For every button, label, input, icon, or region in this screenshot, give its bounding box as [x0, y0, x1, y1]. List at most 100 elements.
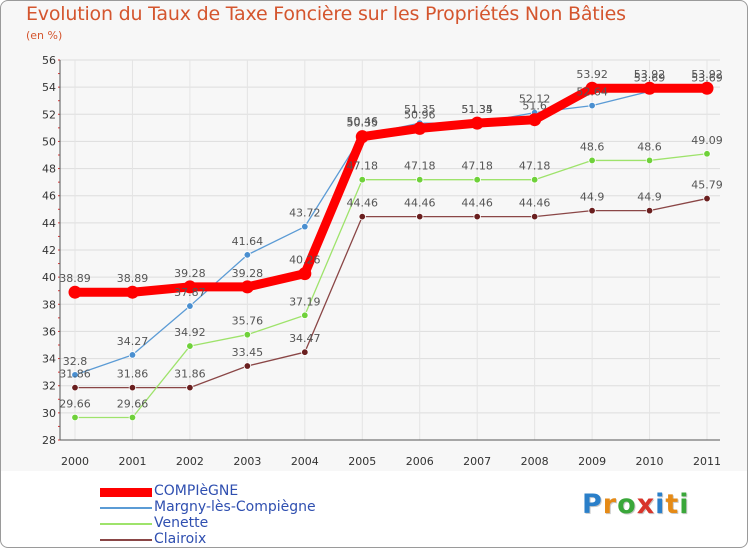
series-point-3 — [703, 194, 711, 203]
series-point-1 — [71, 371, 79, 379]
y-tick-label: 36 — [42, 325, 56, 338]
y-tick-label: 50 — [42, 135, 56, 148]
data-label-0: 53.92 — [634, 68, 666, 81]
y-tick-label: 48 — [42, 163, 56, 176]
y-tick-label: 28 — [42, 434, 56, 447]
series-point-0 — [240, 280, 254, 294]
legend-swatch — [100, 539, 152, 541]
x-tick-label: 2004 — [291, 455, 319, 468]
legend-label: COMPIèGNE — [154, 483, 239, 499]
series-point-3 — [416, 212, 424, 221]
series-layer — [68, 81, 714, 422]
data-label-3: 44.46 — [404, 197, 436, 210]
data-label-1: 50.46 — [347, 115, 379, 128]
y-tick-label: 56 — [42, 54, 56, 67]
series-point-3 — [473, 212, 481, 221]
series-point-0 — [700, 81, 714, 95]
data-label-1: 52.64 — [576, 86, 608, 99]
legend-swatch — [100, 523, 152, 525]
x-tick-label: 2001 — [118, 455, 146, 468]
data-label-0: 39.28 — [232, 267, 264, 280]
data-label-0: 51.6 — [522, 100, 547, 113]
x-tick-label: 2005 — [348, 455, 376, 468]
data-label-0: 51.35 — [461, 103, 493, 116]
series-point-2 — [128, 413, 137, 422]
series-point-1 — [301, 222, 309, 231]
x-tick-label: 2008 — [521, 455, 549, 468]
y-tick-label: 40 — [42, 271, 56, 284]
series-point-2 — [71, 413, 79, 422]
logo-letter: P — [582, 489, 603, 520]
data-label-1: 51.34 — [461, 103, 493, 116]
series-point-0 — [183, 280, 197, 294]
axis-layer: 28 30 32 34 36 38 40 42 44 46 48 50 52 54 56 2000 2001 20… — [42, 54, 721, 468]
proxiti-logo: Proxiti — [582, 489, 690, 520]
data-label-2: 35.76 — [232, 315, 264, 328]
legend-swatch — [100, 487, 152, 497]
series-point-2 — [530, 175, 539, 184]
logo-letter: i — [655, 489, 666, 520]
data-label-3: 44.46 — [519, 197, 551, 210]
series-point-0 — [470, 116, 484, 130]
data-label-1: 37.87 — [174, 286, 206, 299]
series-point-0 — [125, 285, 139, 299]
chart-canvas: 28 30 32 34 36 38 40 42 44 46 48 50 52 54 56 2000 2001 20… — [42, 54, 723, 468]
data-label-0: 38.89 — [59, 272, 91, 285]
series-point-1 — [128, 351, 137, 359]
data-label-2: 29.66 — [59, 397, 91, 410]
data-label-3: 31.86 — [174, 368, 206, 381]
chart-title: Evolution du Taux de Taxe Foncière sur l… — [26, 3, 626, 25]
y-tick-label: 52 — [42, 108, 56, 121]
series-point-0 — [68, 285, 82, 299]
y-tick-label: 34 — [42, 353, 56, 366]
data-label-2: 34.92 — [174, 326, 206, 339]
data-label-1: 53.69 — [634, 71, 666, 84]
legend-label: Margny-lès-Compiègne — [154, 499, 316, 515]
data-label-2: 47.18 — [461, 160, 493, 173]
logo-letter: x — [636, 489, 656, 520]
x-tick-label: 2009 — [578, 455, 606, 468]
y-tick-label: 32 — [42, 380, 56, 393]
x-tick-label: 2010 — [636, 455, 664, 468]
data-label-3: 44.46 — [347, 197, 379, 210]
x-tick-label: 2006 — [406, 455, 434, 468]
series-point-1 — [243, 251, 252, 259]
series-point-3 — [588, 206, 596, 215]
series-point-3 — [301, 348, 309, 356]
data-label-3: 45.79 — [691, 179, 723, 192]
series-line-3 — [74, 197, 708, 389]
data-label-3: 31.86 — [117, 368, 149, 381]
data-label-3: 44.9 — [580, 191, 605, 204]
series-point-2 — [703, 150, 711, 158]
y-tick-label: 38 — [42, 298, 56, 311]
series-point-2 — [416, 175, 424, 184]
y-tick-label: 42 — [42, 244, 56, 257]
data-label-1: 52.12 — [519, 93, 551, 106]
data-label-1: 53.69 — [691, 71, 723, 84]
x-tick-label: 2000 — [61, 455, 89, 468]
series-point-3 — [128, 383, 137, 392]
series-line-2 — [74, 153, 708, 419]
x-tick-label: 2003 — [233, 455, 261, 468]
data-label-0: 39.28 — [174, 267, 206, 280]
data-label-0: 53.92 — [576, 68, 608, 81]
series-point-2 — [186, 342, 194, 350]
data-label-2: 29.66 — [117, 397, 149, 410]
data-label-1: 41.64 — [232, 235, 264, 248]
data-label-3: 44.46 — [461, 197, 493, 210]
legend-swatch — [100, 507, 152, 509]
data-label-2: 47.18 — [404, 160, 436, 173]
series-point-1 — [186, 302, 194, 310]
data-label-2: 37.19 — [289, 295, 321, 308]
data-label-3: 44.9 — [637, 191, 662, 204]
data-label-layer: 31.86 31.86 31.86 33.45 34.47 44.46 44.46 44.46… — [59, 68, 723, 410]
series-point-2 — [243, 330, 252, 339]
y-tick-label: 54 — [42, 81, 56, 94]
series-point-0 — [528, 113, 542, 127]
series-line-0 — [70, 83, 712, 297]
series-point-0 — [643, 81, 657, 95]
series-point-2 — [358, 175, 366, 184]
data-label-1: 51.35 — [404, 103, 436, 116]
data-label-0: 53.92 — [691, 68, 723, 81]
grid-layer — [60, 59, 720, 441]
